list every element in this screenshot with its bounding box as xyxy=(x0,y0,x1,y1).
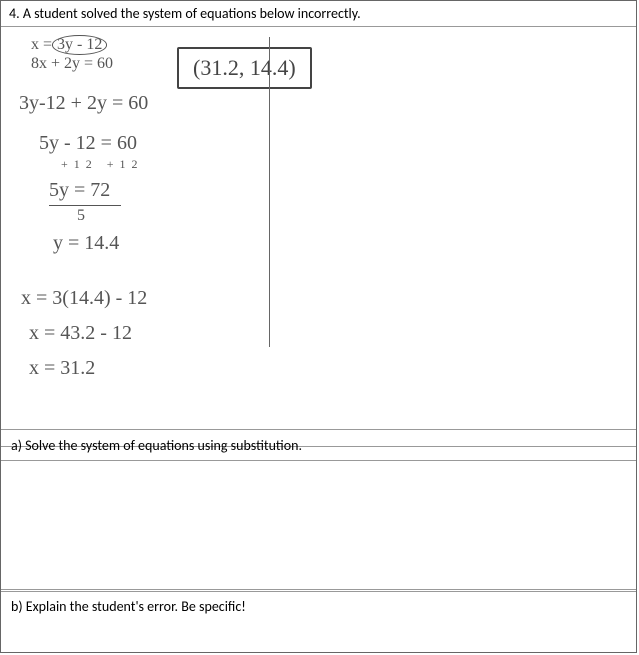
problem-statement: A student solved the system of equations… xyxy=(23,5,361,22)
problem-number: 4. xyxy=(9,5,20,22)
work-step-3: 5y = 72 xyxy=(49,179,110,202)
vertical-divider xyxy=(269,37,270,347)
work-step-3b: 5 xyxy=(77,207,85,225)
work-step-6: x = 43.2 - 12 xyxy=(29,322,132,345)
problem-header: 4. A student solved the system of equati… xyxy=(1,1,636,27)
work-step-2: 5y - 12 = 60 xyxy=(39,132,137,155)
division-line xyxy=(49,205,121,206)
work-step-5: x = 3(14.4) - 12 xyxy=(21,287,147,310)
eq1-substitution-oval: 3y - 12 xyxy=(52,35,107,55)
boxed-answer: (31.2, 14.4) xyxy=(177,47,312,89)
divider-a xyxy=(1,429,636,430)
work-step-7: x = 31.2 xyxy=(29,357,95,380)
worksheet-page: 4. A student solved the system of equati… xyxy=(0,0,637,653)
work-step-4: y = 14.4 xyxy=(53,232,119,255)
student-work-area: x =3y - 12 8x + 2y = 60 (31.2, 14.4) 3y-… xyxy=(1,27,636,447)
part-a-prompt: a) Solve the system of equations using s… xyxy=(1,431,636,461)
work-step-1: 3y-12 + 2y = 60 xyxy=(19,92,148,115)
equation-2: 8x + 2y = 60 xyxy=(31,55,113,73)
part-b-prompt: b) Explain the student's error. Be speci… xyxy=(1,591,636,621)
equation-1: x =3y - 12 xyxy=(31,35,107,55)
eq1-prefix: x = xyxy=(31,36,52,53)
divider-b xyxy=(1,589,636,590)
work-step-2b: +12 +12 xyxy=(61,157,144,172)
